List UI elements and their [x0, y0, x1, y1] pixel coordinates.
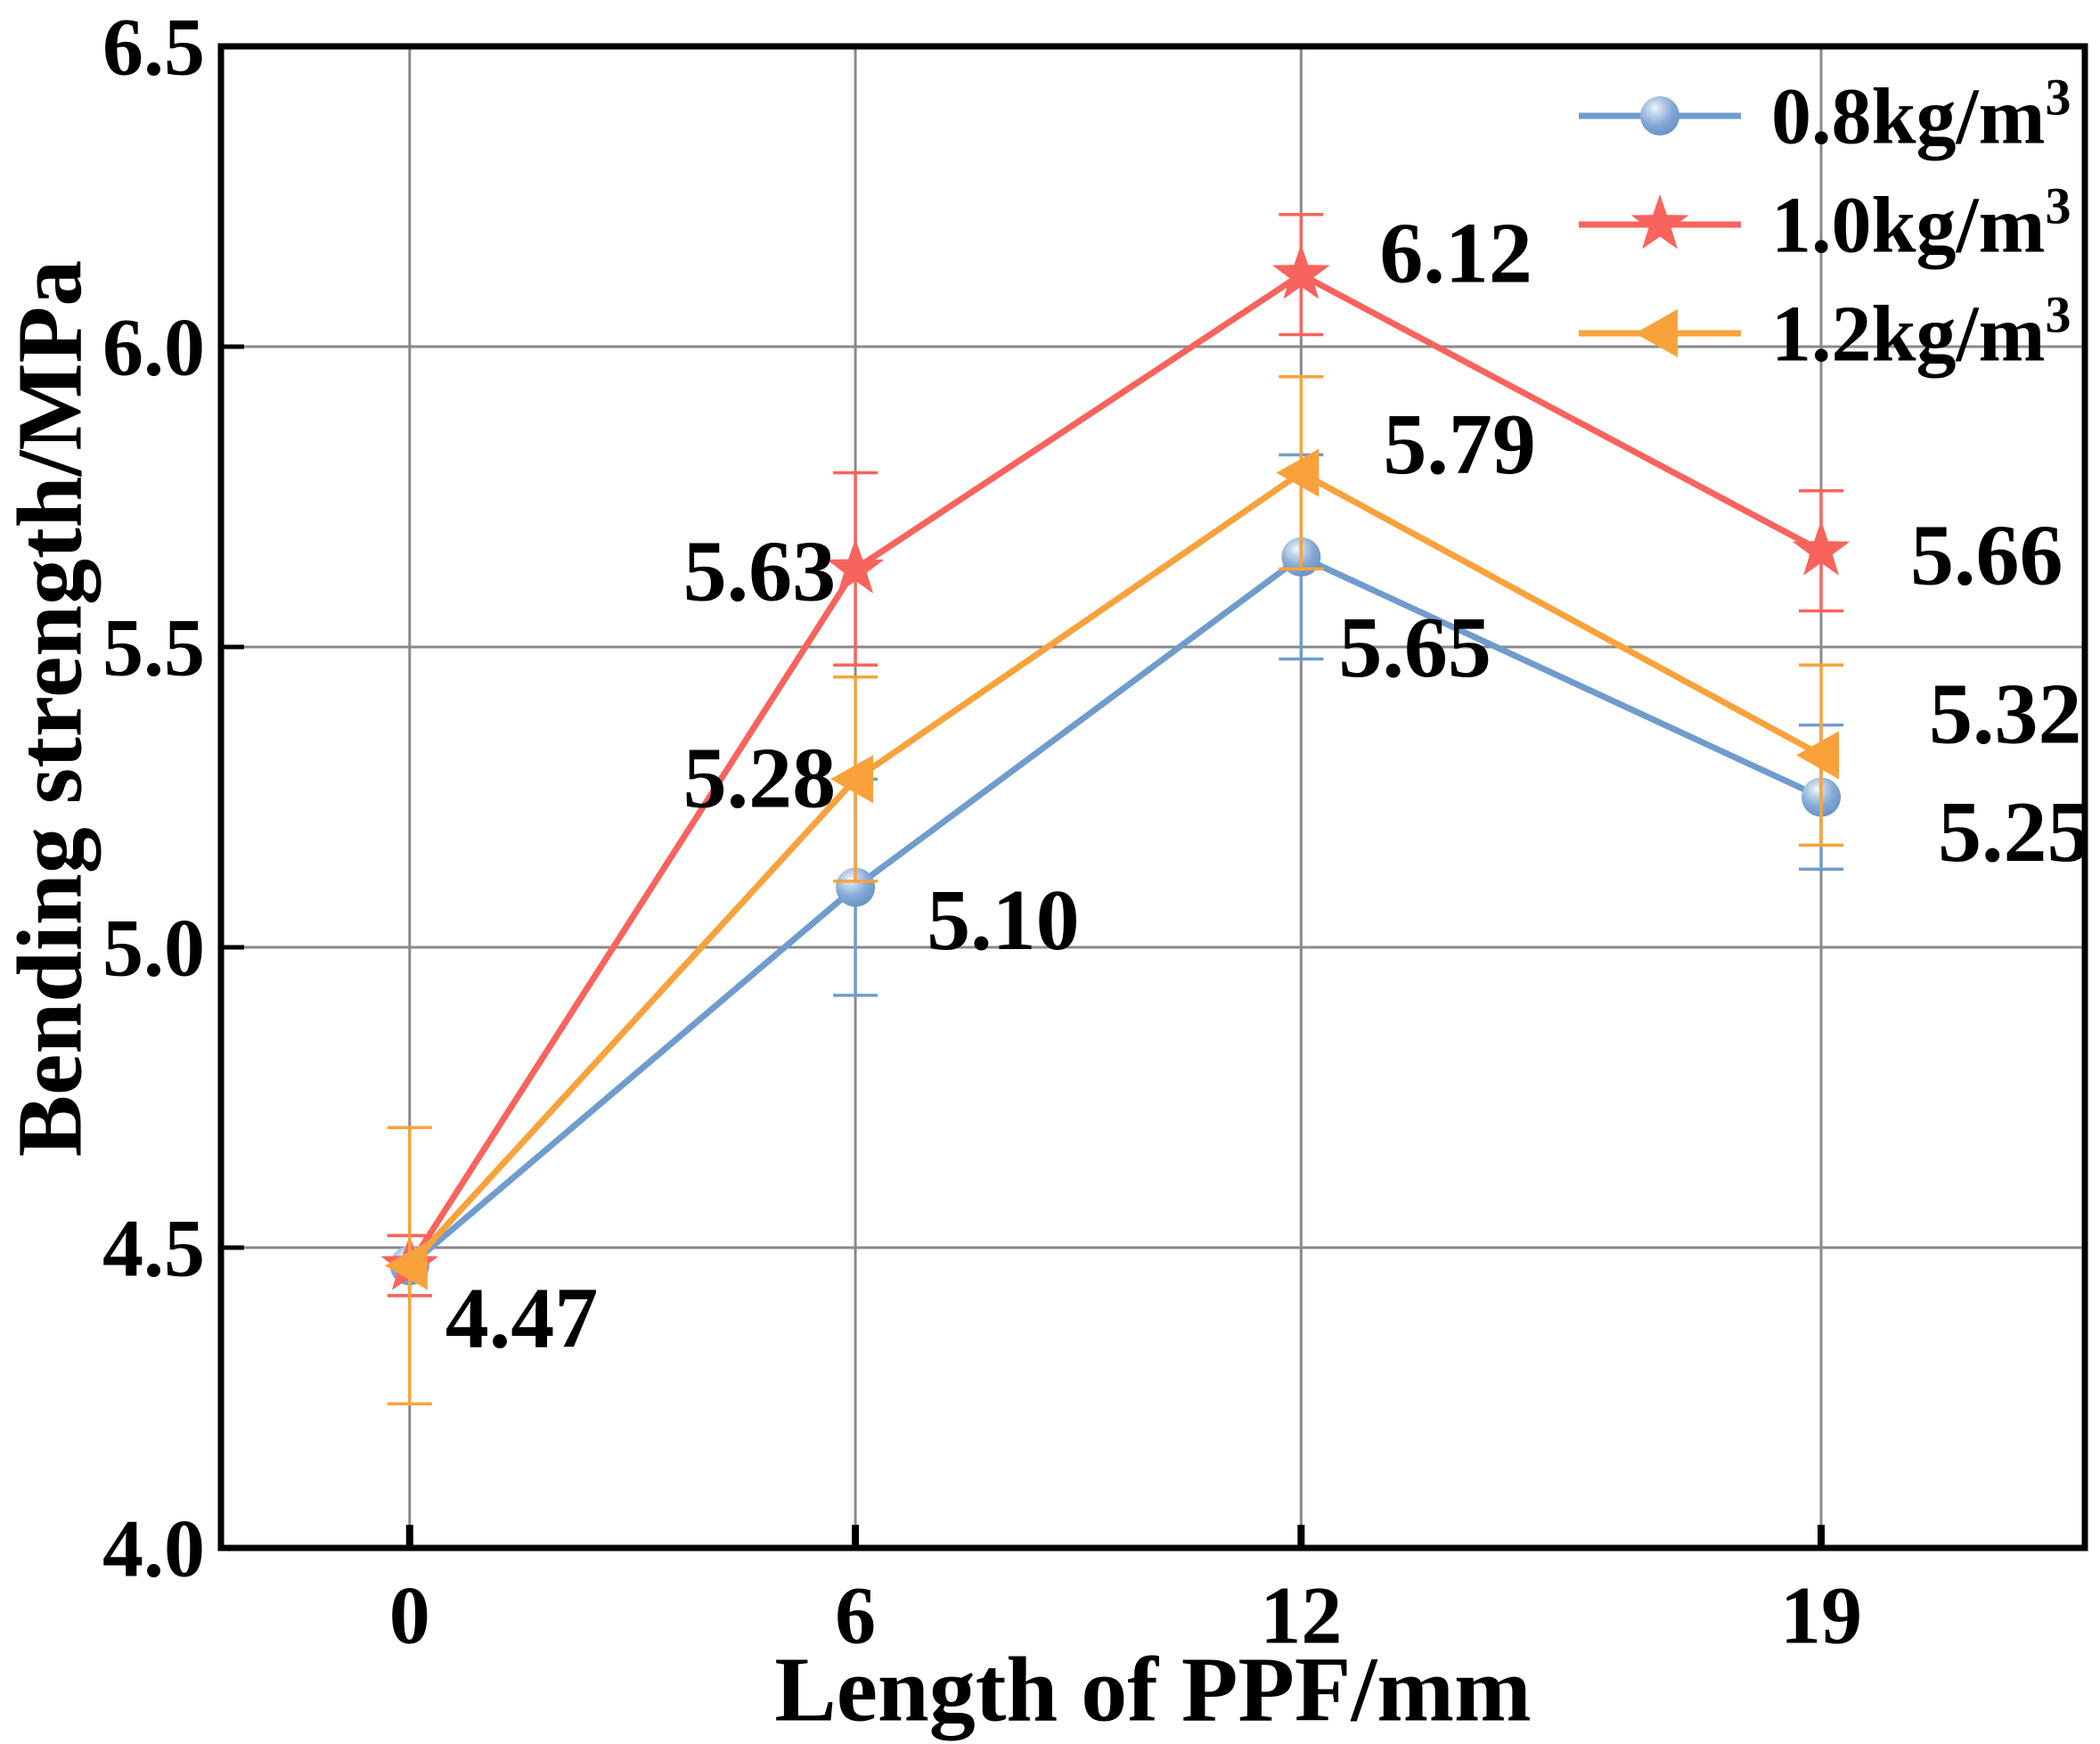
x-tick-label: 19: [1780, 1569, 1862, 1660]
data-point-label: 5.32: [1929, 667, 2082, 763]
legend: 0.8kg/m3 1.0kg/m3 1.2kg/m3: [1579, 69, 2071, 379]
data-point-label: 5.66: [1910, 507, 2063, 603]
x-tick-label: 12: [1260, 1569, 1342, 1660]
data-point-labels: 4.47 5.10 5.63 5.28 6.12 5.79 5.65 5.66 5.32 5.25: [445, 205, 2091, 1366]
data-point-label: 5.65: [1338, 600, 1491, 696]
plot-frame: [217, 43, 2088, 1552]
series-1.2kgmkg-m3: [384, 374, 1844, 1405]
x-tick-label: 0: [389, 1569, 430, 1660]
data-point-label: 5.63: [683, 524, 837, 620]
plot-border: [217, 43, 2088, 1552]
data-point-marker: [836, 867, 876, 907]
data-point-label: 6.12: [1379, 205, 1532, 301]
data-point-label: 5.10: [927, 872, 1080, 969]
y-tick-label: 4.0: [102, 1502, 205, 1593]
data-point-marker: [830, 755, 874, 804]
data-point-label: 5.28: [683, 731, 837, 827]
legend-label: 1.2kg/m3: [1771, 286, 2071, 379]
data-point-marker: [1630, 194, 1689, 250]
axis-labels: 4.0 4.5 5.0 5.5 6.0 6.5 0 6 12 19 Length of PPF/mm…: [0, 1, 1862, 1740]
data-point-marker: [1276, 448, 1320, 497]
y-axis-title: Bending strength/MPa: [0, 260, 101, 1157]
series-0.8kgmkg-m3: [387, 453, 1844, 1298]
y-tick-label: 4.5: [102, 1202, 205, 1293]
data-point-label: 5.25: [1938, 784, 2091, 880]
legend-item-1.0kgmkg-m3: 1.0kg/m3: [1579, 177, 2071, 270]
data-point-marker: [1640, 96, 1679, 135]
series-line: [407, 469, 1823, 1268]
x-tick-label: 6: [835, 1569, 876, 1660]
data-point-marker: [1796, 731, 1840, 780]
y-tick-label: 5.0: [102, 902, 205, 993]
y-tick-label: 6.0: [102, 301, 205, 392]
data-point-marker: [826, 538, 885, 594]
legend-label: 0.8kg/m3: [1771, 69, 2071, 161]
y-tick-label: 6.5: [102, 1, 205, 92]
legend-label: 1.0kg/m3: [1771, 177, 2071, 270]
y-tick-label: 5.5: [102, 602, 205, 692]
axis-ticks: [221, 44, 1826, 1551]
series-1.0kgmkg-m3: [380, 212, 1851, 1298]
data-series: [380, 212, 1851, 1405]
data-point-marker: [1792, 520, 1851, 576]
data-point-marker: [1635, 309, 1678, 357]
x-axis-title: Length of PPF/mm: [774, 1638, 1531, 1740]
series-line: [407, 553, 1823, 1268]
series-line: [406, 271, 1823, 1268]
legend-item-1.2kgmkg-m3: 1.2kg/m3: [1579, 286, 2071, 379]
legend-item-0.8kgmkg-m3: 0.8kg/m3: [1579, 69, 2071, 161]
data-point-marker: [384, 1241, 428, 1290]
data-point-label: 4.47: [445, 1271, 599, 1367]
data-point-marker: [1272, 244, 1330, 299]
data-point-label: 5.79: [1383, 397, 1536, 493]
